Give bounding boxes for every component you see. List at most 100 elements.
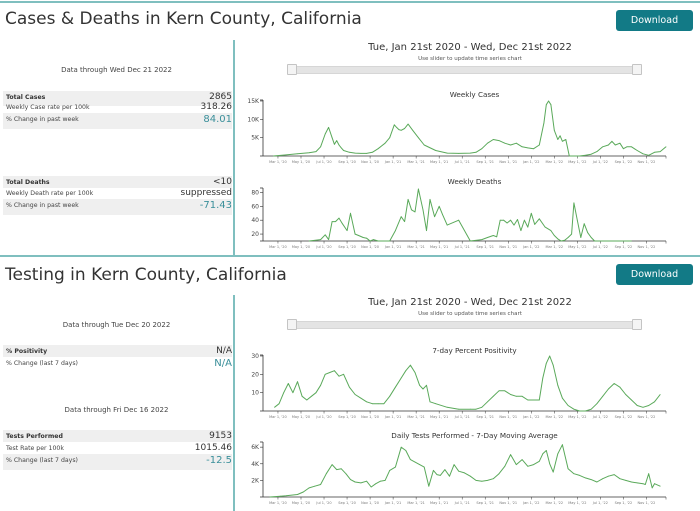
positivity-chart: 7-day Percent Positivity 10 20 30 Mar 1, '20… [251,346,667,419]
slider-hint: Use slider to update time series chart [418,56,522,62]
x-tick-label: Mar 1, '21 [407,245,425,249]
data-point [487,401,488,403]
data-point [631,240,632,242]
data-point [562,444,563,446]
data-point [562,397,563,399]
x-tick-label: Jan 1, '21 [384,160,401,164]
stat-label: Weekly Death rate per 100k [6,190,94,197]
data-point [521,395,523,397]
x-tick-label: Jul 1, '22 [592,245,608,249]
data-point [579,410,580,412]
stat-row-total-deaths: Total Deaths <10 [3,176,232,188]
stat-label: % Change (last 7 days) [6,360,78,367]
x-tick-label: Jan 1, '22 [522,501,539,505]
data-point [436,474,438,475]
data-point [438,205,440,207]
x-tick-label: May 1, '21 [430,160,448,164]
stat-value: 9153 [209,431,232,441]
data-point [414,372,416,373]
data-point [611,140,613,142]
series-line [274,355,661,412]
data-point [469,475,471,477]
stat-label: % Change in past week [6,116,79,123]
data-point [543,122,545,124]
data-point [336,469,338,470]
data-point [331,137,333,139]
data-point [308,240,310,242]
data-point [422,209,424,211]
slider-end-handle[interactable] [632,319,642,330]
x-tick-label: May 1, '20 [292,501,310,505]
data-point [469,408,471,410]
download-image-button[interactable]: Download Image [616,10,693,47]
data-point [366,153,367,154]
data-point [340,147,342,149]
x-tick-label: Mar 1, '21 [407,415,425,419]
data-point [302,491,304,493]
data-point [517,219,518,220]
x-tick-label: Mar 1, '22 [546,245,564,249]
data-point [372,403,373,405]
data-point [602,478,604,480]
data-point [334,370,335,372]
x-tick-label: Mar 1, '22 [546,501,564,505]
data-point [410,459,411,460]
x-tick-label: May 1, '22 [568,501,586,505]
x-tick-label: Sep 1, '22 [615,415,633,419]
data-point [458,408,460,410]
data-point [631,481,632,483]
daily-tests-chart: Daily Tests Performed - 7-Day Moving Ave… [251,431,667,505]
data-point [446,406,448,408]
data-point [469,152,471,154]
data-point [453,464,455,465]
data-point [499,219,501,221]
data-point [564,239,566,241]
data-through-label: Data through Fri Dec 16 2022 [64,406,169,414]
x-tick-label: Jul 1, '20 [315,501,331,505]
date-range-label: Tue, Jan 21st 2020 - Wed, Dec 21st 2022 [368,297,572,308]
section-title: Cases & Deaths in Kern County, Californi… [5,9,362,29]
series-line [273,100,667,157]
data-point [642,406,644,408]
data-point [360,397,362,399]
data-point [654,151,655,153]
data-point [648,154,650,156]
stat-row-case-change: % Change in past week 84.01 [3,113,232,129]
data-point [596,240,598,242]
x-tick-label: Mar 1, '20 [269,245,287,249]
slider-start-handle[interactable] [287,64,297,75]
stat-row-weekly-case-rate: Weekly Case rate per 100k 318.26 [3,101,232,116]
data-point [418,188,419,190]
data-point [619,142,621,144]
data-point [579,475,580,476]
data-point [283,392,285,394]
data-point [435,403,437,405]
y-tick-label: 30 [251,353,259,360]
data-point [571,233,572,235]
data-point [314,485,316,487]
data-point [475,151,477,153]
data-point [446,224,448,226]
data-point [442,214,443,216]
data-point [520,230,522,232]
stat-label: Weekly Case rate per 100k [6,104,90,111]
data-point [426,230,427,232]
slider-start-handle[interactable] [287,319,297,330]
data-point [404,221,405,223]
data-point [338,217,340,219]
data-point [521,146,523,148]
slider-end-handle[interactable] [632,64,642,75]
data-point [503,219,504,221]
data-point [550,230,552,232]
download-image-button[interactable]: Download Image [616,264,693,301]
data-point [366,480,367,482]
data-point [625,394,627,395]
stat-row-test-change: % Change (last 7 days) -12.5 [3,454,232,470]
weekly-cases-chart: Weekly Cases 5K 10K 15K Mar 1, '20 May 1, '20… [247,90,667,164]
data-point [407,123,409,125]
data-point [384,142,386,144]
x-tick-label: Sep 1, '20 [338,245,356,249]
data-point [557,453,559,455]
data-point [422,388,424,390]
